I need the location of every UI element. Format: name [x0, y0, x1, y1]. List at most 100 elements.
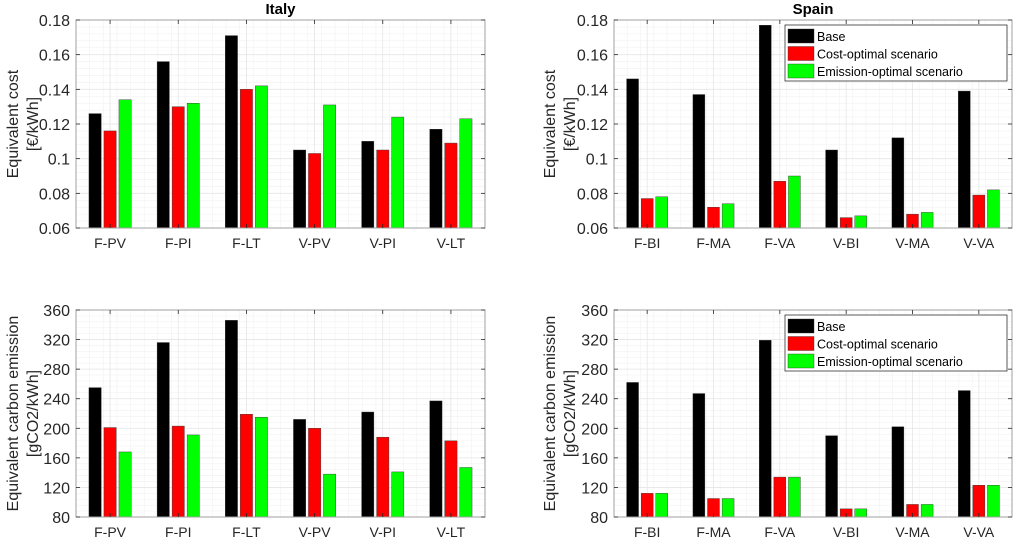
bar-base-f-ma — [692, 94, 706, 229]
legend-swatch — [787, 318, 815, 334]
x-tick-label-f-bi: F-BI — [634, 524, 660, 539]
legend: Base Cost-optimal scenario Emission-optima… — [784, 24, 1008, 82]
chart-panel-2: 80 120 160 200 240 280 320 360 F-PV F-PI F-LT V-PV V… — [5, 303, 486, 539]
y-axis-label: [€/kWh] — [25, 97, 42, 151]
bar-emission-optimal-scenario-f-va — [788, 476, 801, 518]
axes-frame — [75, 309, 486, 518]
bar-base-v-ma — [891, 426, 905, 518]
y-tick-label: 200 — [581, 421, 608, 438]
bar-base-f-bi — [626, 78, 639, 229]
y-axis-label: [gCO2/kWh] — [25, 370, 42, 457]
y-tick-label: 280 — [581, 362, 608, 379]
x-tick-label-v-va: V-VA — [963, 235, 995, 251]
y-tick-label: 120 — [43, 480, 70, 497]
x-tick-label-f-bi: F-BI — [634, 235, 660, 251]
y-tick-label: 360 — [581, 303, 608, 320]
bar-emission-optimal-scenario-v-lt — [459, 467, 473, 518]
legend-label: Base — [817, 30, 846, 44]
x-tick-label-f-ma: F-MA — [696, 235, 731, 251]
y-axis-label: [€/kWh] — [562, 97, 579, 151]
legend-label: Cost-optimal scenario — [817, 48, 938, 62]
legend-label: Emission-optimal scenario — [817, 355, 963, 369]
x-tick-label-v-bi: V-BI — [833, 524, 859, 539]
bar-emission-optimal-scenario-v-pi — [391, 116, 405, 229]
chart-panel-3: 80 120 160 200 240 280 320 360 F-BI F-MA F-VA V-BI V… — [542, 303, 1013, 539]
bar-base-v-bi — [825, 149, 838, 229]
bar-cost-optimal-scenario-f-pv — [103, 130, 117, 229]
bar-base-f-va — [759, 340, 772, 518]
x-tick-label-f-va: F-VA — [764, 235, 796, 251]
y-tick-label: 0.18 — [39, 13, 70, 30]
x-tick-label-v-ma: V-MA — [895, 524, 930, 539]
x-tick-label-f-va: F-VA — [764, 524, 796, 539]
x-tick-label-v-pi: V-PI — [370, 235, 396, 251]
legend-swatch — [787, 63, 815, 79]
bar-base-v-pv — [293, 419, 306, 518]
bar-cost-optimal-scenario-v-lt — [444, 440, 458, 518]
bar-emission-optimal-scenario-f-lt — [255, 416, 268, 518]
bar-cost-optimal-scenario-v-pv — [308, 153, 321, 229]
bar-base-f-va — [759, 25, 772, 229]
bar-cost-optimal-scenario-v-pv — [308, 428, 321, 518]
x-tick-label-v-pi: V-PI — [370, 524, 396, 539]
bar-emission-optimal-scenario-v-bi — [854, 215, 867, 229]
y-tick-label: 320 — [43, 333, 70, 350]
bar-cost-optimal-scenario-f-pv — [103, 427, 117, 518]
legend-label: Cost-optimal scenario — [817, 338, 938, 352]
y-tick-label: 200 — [43, 421, 70, 438]
chart-title: Spain — [793, 1, 834, 18]
y-tick-label: 0.08 — [39, 186, 70, 203]
y-axis-label: [gCO2/kWh] — [562, 370, 579, 457]
legend-box — [784, 314, 1008, 372]
x-tick-label-f-pi: F-PI — [165, 524, 191, 539]
bar-base-v-pi — [361, 141, 375, 229]
y-tick-label: 80 — [52, 510, 70, 527]
y-tick-label: 0.16 — [577, 48, 608, 65]
x-tick-label-f-ma: F-MA — [696, 524, 731, 539]
y-tick-label: 0.12 — [577, 117, 608, 134]
x-tick-label-v-ma: V-MA — [895, 235, 930, 251]
bar-emission-optimal-scenario-v-ma — [920, 212, 934, 229]
axes-frame — [613, 309, 1013, 518]
x-tick-label-f-pv: F-PV — [94, 235, 127, 251]
bar-cost-optimal-scenario-v-lt — [444, 142, 458, 229]
bar-cost-optimal-scenario-f-lt — [240, 414, 253, 518]
y-axis-label: Equivalent cost — [5, 69, 22, 178]
bar-cost-optimal-scenario-f-pi — [171, 425, 185, 518]
legend-swatch — [787, 336, 815, 351]
bar-emission-optimal-scenario-f-va — [788, 175, 801, 229]
bar-emission-optimal-scenario-v-pv — [323, 104, 336, 229]
bar-emission-optimal-scenario-f-ma — [721, 498, 735, 518]
bar-emission-optimal-scenario-v-ma — [920, 504, 934, 518]
bar-emission-optimal-scenario-f-lt — [255, 85, 268, 229]
bar-cost-optimal-scenario-f-bi — [640, 198, 654, 229]
y-tick-label: 0.08 — [577, 186, 608, 203]
bar-emission-optimal-scenario-f-bi — [655, 196, 668, 229]
y-tick-label: 240 — [581, 392, 608, 409]
bar-emission-optimal-scenario-f-pv — [118, 99, 132, 229]
y-tick-label: 0.06 — [577, 221, 608, 238]
chart-title: Italy — [265, 1, 296, 18]
bar-emission-optimal-scenario-f-pv — [118, 451, 132, 518]
x-tick-label-f-pv: F-PV — [94, 524, 127, 539]
x-tick-label-f-lt: F-LT — [232, 524, 261, 539]
bar-base-v-ma — [891, 137, 905, 229]
legend-label: Emission-optimal scenario — [817, 65, 963, 79]
bar-cost-optimal-scenario-v-pi — [376, 149, 390, 229]
y-axis-label: Equivalent carbon emission — [542, 316, 559, 512]
bar-emission-optimal-scenario-f-bi — [655, 493, 668, 518]
x-tick-label-v-lt: V-LT — [437, 235, 466, 251]
bar-base-f-lt — [225, 320, 238, 518]
bar-base-f-ma — [692, 393, 706, 518]
bar-base-f-pi — [156, 342, 170, 518]
y-tick-label: 160 — [43, 451, 70, 468]
bar-emission-optimal-scenario-v-pi — [391, 471, 405, 518]
y-tick-label: 0.12 — [39, 117, 70, 134]
y-tick-label: 160 — [581, 451, 608, 468]
y-tick-label: 0.14 — [39, 82, 70, 99]
x-tick-label-f-lt: F-LT — [232, 235, 261, 251]
y-tick-label: 120 — [581, 480, 608, 497]
x-tick-label-v-va: V-VA — [963, 524, 995, 539]
bar-base-f-pi — [156, 61, 170, 229]
